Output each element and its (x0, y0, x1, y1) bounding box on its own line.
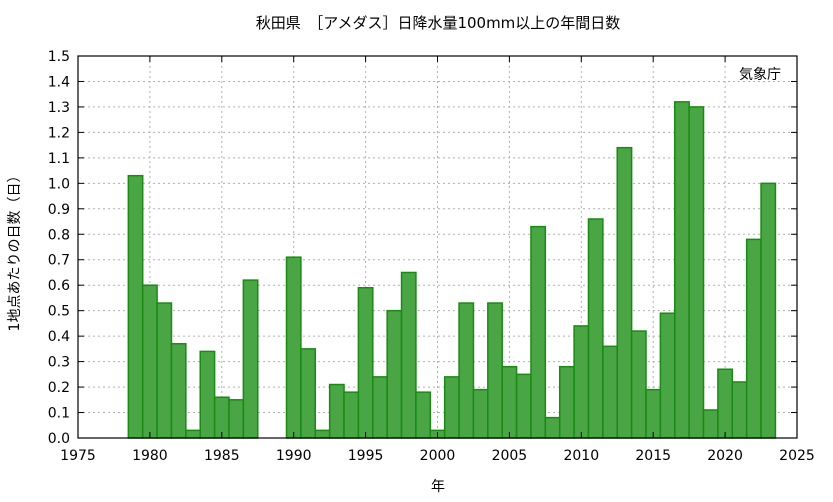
bar-1995 (357, 286, 374, 439)
y-tick-label: 0.4 (48, 329, 70, 345)
bar-1997 (386, 309, 403, 439)
bar-1982 (170, 343, 187, 439)
y-tick-label: 1.5 (48, 49, 70, 65)
bar-1983 (185, 429, 201, 439)
y-tick-label: 0.5 (48, 304, 70, 320)
y-tick-label: 1.1 (48, 151, 70, 167)
bar-1993 (328, 383, 345, 439)
bar-1996 (372, 376, 388, 439)
x-tick-label: 1985 (204, 448, 240, 464)
bar-2016 (659, 312, 676, 439)
bar-2008 (544, 416, 561, 439)
bar-2001 (443, 376, 460, 439)
bar-2005 (501, 365, 518, 439)
bar-1984 (199, 350, 216, 439)
y-tick-label: 0.8 (48, 227, 70, 243)
x-axis-label: 年 (431, 479, 445, 495)
bar-2015 (645, 388, 662, 439)
bar-2017 (674, 101, 690, 439)
bar-2019 (702, 409, 719, 439)
bar-1980 (141, 284, 158, 439)
source-annotation: 気象庁 (739, 67, 781, 83)
bar-2004 (487, 302, 503, 439)
bar-2014 (630, 330, 647, 439)
bar-2011 (587, 218, 604, 439)
bar-2002 (458, 302, 475, 439)
bar-2018 (688, 106, 705, 439)
x-tick-label: 1990 (276, 448, 312, 464)
bar-1991 (300, 348, 317, 439)
bar-2006 (515, 373, 532, 439)
x-tick-label: 2020 (707, 448, 743, 464)
x-tick-label: 1975 (60, 448, 96, 464)
x-tick-label: 1995 (348, 448, 384, 464)
bar-2013 (616, 146, 633, 439)
bar-2020 (717, 368, 734, 439)
y-tick-label: 1.3 (48, 100, 70, 116)
bar-1998 (400, 271, 417, 439)
bar-2003 (472, 388, 489, 439)
y-tick-label: 1.2 (48, 125, 70, 141)
x-axis: 1975 1980 1985 1990 1995 2000 2005 2010 2015 2020… (60, 56, 815, 464)
y-tick-label: 0.0 (48, 431, 70, 447)
bar-1999 (415, 391, 432, 439)
bar-1992 (314, 429, 331, 439)
bar-1985 (213, 396, 230, 439)
bar-1979 (127, 174, 144, 439)
bars-group (127, 101, 777, 439)
x-tick-label: 2000 (420, 448, 456, 464)
y-tick-label: 0.1 (48, 406, 70, 422)
bar-2021 (731, 381, 748, 439)
y-tick-label: 0.3 (48, 355, 70, 371)
x-tick-label: 2025 (779, 448, 815, 464)
x-tick-label: 2015 (635, 448, 671, 464)
bar-2010 (573, 325, 590, 439)
bar-2007 (530, 225, 547, 439)
y-tick-label: 1.0 (48, 176, 70, 192)
grid-lines (78, 56, 797, 438)
y-tick-label: 1.4 (48, 74, 70, 90)
bar-1994 (343, 391, 360, 439)
bar-1990 (285, 256, 302, 439)
y-tick-label: 0.2 (48, 380, 70, 396)
y-tick-label: 0.9 (48, 202, 70, 218)
bar-1981 (156, 302, 173, 439)
y-tick-label: 0.6 (48, 278, 70, 294)
x-tick-label: 2005 (492, 448, 528, 464)
x-tick-label: 1980 (132, 448, 168, 464)
chart-title: 秋田県 ［アメダス］日降水量100mm以上の年間日数 (256, 14, 621, 32)
y-axis: 0.0 0.1 0.2 0.3 0.4 0.5 0.6 0.7 0.8 0.9 1.0 1.1 1.2 1… (48, 49, 797, 447)
bar-1986 (228, 399, 245, 439)
y-tick-label: 0.7 (48, 253, 70, 269)
bar-2022 (745, 238, 762, 439)
y-axis-label: 1地点あたりの日数（日） (7, 169, 23, 332)
bar-2012 (602, 345, 618, 439)
bar-2023 (760, 182, 777, 439)
bar-2009 (558, 365, 575, 439)
x-tick-label: 2010 (563, 448, 599, 464)
bar-1987 (242, 279, 259, 439)
